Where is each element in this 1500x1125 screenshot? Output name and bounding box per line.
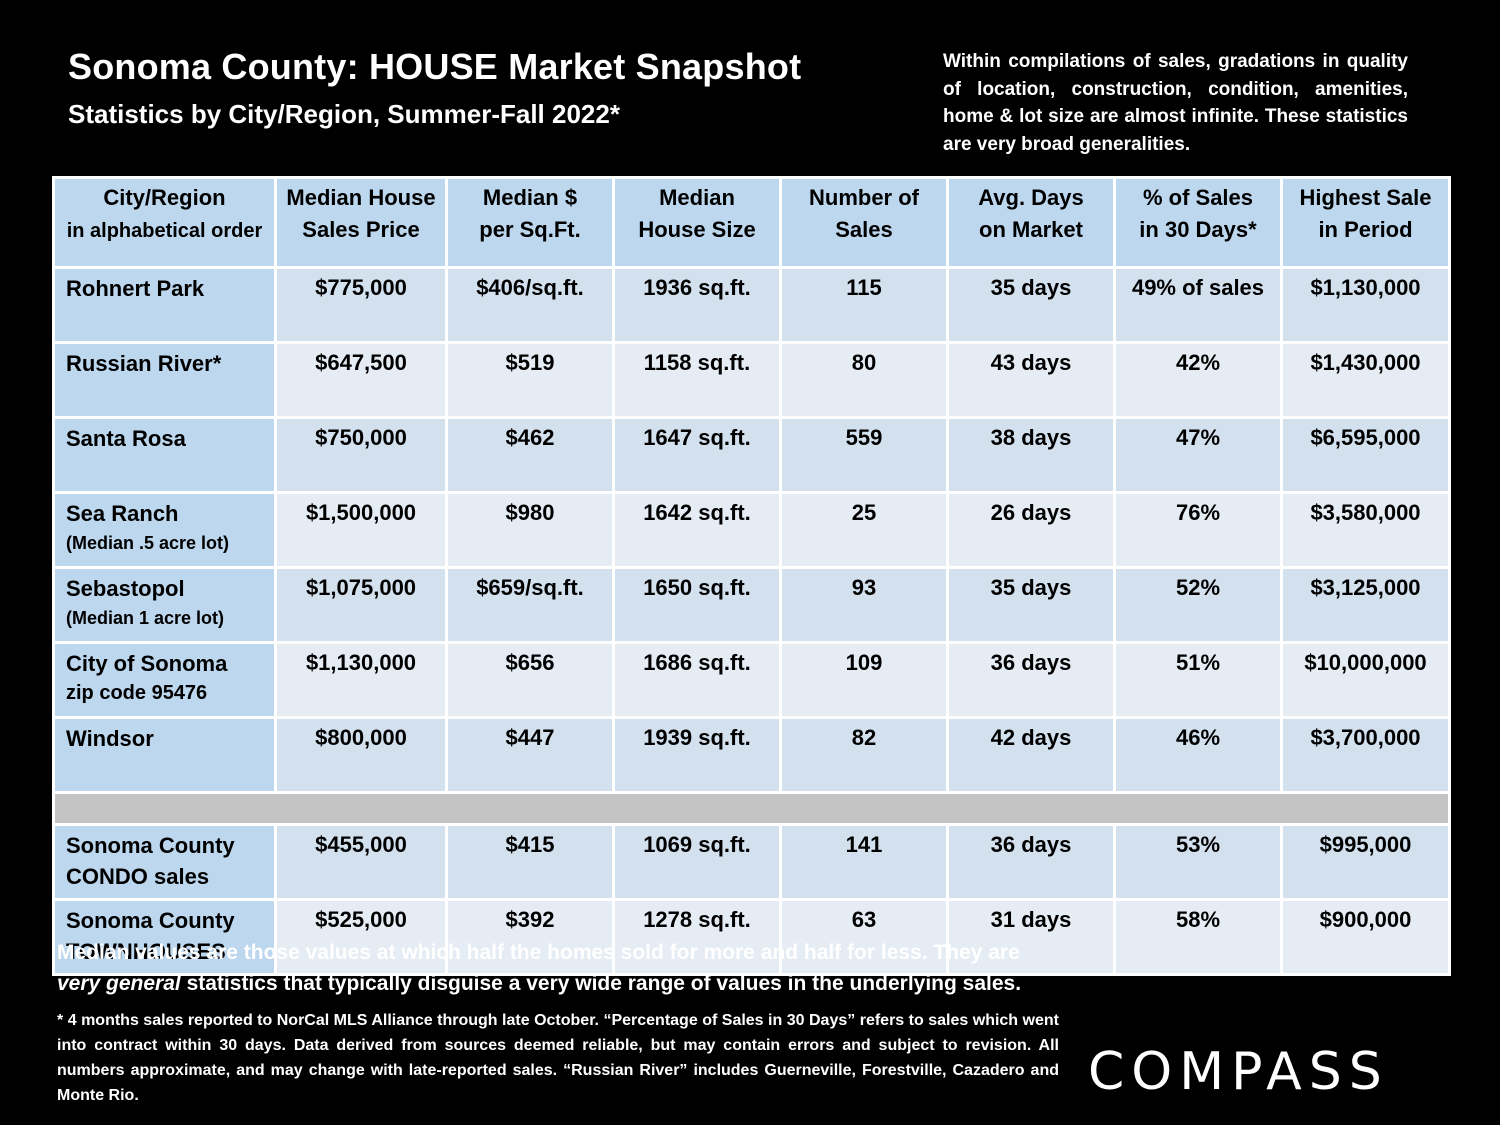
cell-price: $525,000 [274, 898, 448, 976]
market-stats-table: City/Region in alphabetical order Median … [52, 176, 1451, 976]
cell-high: $10,000,000 [1280, 641, 1451, 719]
cell-days: 38 days [946, 416, 1116, 494]
cell-size: 1939 sq.ft. [612, 716, 782, 794]
col-header-days-on-market: Avg. Days on Market [946, 176, 1116, 269]
cell-city: Rohnert Park [52, 266, 277, 344]
cell-sales: 25 [779, 491, 949, 569]
cell-sales: 109 [779, 641, 949, 719]
cell-sales: 115 [779, 266, 949, 344]
table-row: Windsor $800,000 $447 1939 sq.ft. 82 42 … [52, 716, 1451, 794]
cell-pct: 42% [1113, 341, 1283, 419]
cell-psf: $659/sq.ft. [445, 566, 615, 644]
table-header-row: City/Region in alphabetical order Median … [52, 176, 1451, 269]
cell-high: $995,000 [1280, 823, 1451, 901]
cell-high: $3,125,000 [1280, 566, 1451, 644]
cell-high: $1,430,000 [1280, 341, 1451, 419]
cell-city: Russian River* [52, 341, 277, 419]
cell-size: 1158 sq.ft. [612, 341, 782, 419]
cell-days: 36 days [946, 641, 1116, 719]
table-row: Rohnert Park $775,000 $406/sq.ft. 1936 s… [52, 266, 1451, 344]
cell-city: Windsor [52, 716, 277, 794]
cell-psf: $980 [445, 491, 615, 569]
cell-size: 1647 sq.ft. [612, 416, 782, 494]
cell-city: Sonoma County CONDO sales [52, 823, 277, 901]
cell-size: 1936 sq.ft. [612, 266, 782, 344]
col-header-house-size: Median House Size [612, 176, 782, 269]
cell-psf: $406/sq.ft. [445, 266, 615, 344]
cell-high: $3,700,000 [1280, 716, 1451, 794]
table-row: Sonoma County TOWNHOUSES $525,000 $392 12… [52, 898, 1451, 976]
cell-price: $455,000 [274, 823, 448, 901]
disclaimer-text: Within compilations of sales, gradations… [943, 51, 1408, 155]
divider-cell [52, 791, 1451, 826]
cell-city: Sebastopol (Median 1 acre lot) [52, 566, 277, 644]
cell-size: 1686 sq.ft. [612, 641, 782, 719]
fine-print: * 4 months sales reported to NorCal MLS … [57, 1012, 1059, 1104]
cell-psf: $447 [445, 716, 615, 794]
cell-sales: 80 [779, 341, 949, 419]
cell-city: Santa Rosa [52, 416, 277, 494]
cell-size: 1069 sq.ft. [612, 823, 782, 901]
page-title: Sonoma County: HOUSE Market Snapshot [68, 46, 802, 87]
cell-city: Sea Ranch (Median .5 acre lot) [52, 491, 277, 569]
cell-days: 36 days [946, 823, 1116, 901]
cell-days: 35 days [946, 566, 1116, 644]
cell-pct: 49% of sales [1113, 266, 1283, 344]
table-row: Sea Ranch (Median .5 acre lot) $1,500,000… [52, 491, 1451, 569]
cell-psf: $392 [445, 898, 615, 976]
cell-pct: 58% [1113, 898, 1283, 976]
cell-pct: 52% [1113, 566, 1283, 644]
cell-price: $775,000 [274, 266, 448, 344]
table-row: Russian River* $647,500 $519 1158 sq.ft.… [52, 341, 1451, 419]
cell-price: $647,500 [274, 341, 448, 419]
cell-psf: $462 [445, 416, 615, 494]
cell-pct: 76% [1113, 491, 1283, 569]
cell-price: $800,000 [274, 716, 448, 794]
cell-days: 26 days [946, 491, 1116, 569]
col-header-price-per-sqft: Median $ per Sq.Ft. [445, 176, 615, 269]
cell-sales: 82 [779, 716, 949, 794]
cell-city: Sonoma County TOWNHOUSES [52, 898, 277, 976]
cell-psf: $656 [445, 641, 615, 719]
cell-price: $1,500,000 [274, 491, 448, 569]
page-subtitle: Statistics by City/Region, Summer-Fall 2… [68, 99, 620, 129]
cell-days: 42 days [946, 716, 1116, 794]
cell-size: 1278 sq.ft. [612, 898, 782, 976]
col-header-pct-30-days: % of Sales in 30 Days* [1113, 176, 1283, 269]
cell-pct: 47% [1113, 416, 1283, 494]
cell-sales: 141 [779, 823, 949, 901]
table-divider-row [52, 791, 1451, 826]
median-note: Median values are those values at which … [57, 941, 1022, 995]
cell-price: $750,000 [274, 416, 448, 494]
cell-price: $1,075,000 [274, 566, 448, 644]
col-header-median-price: Median House Sales Price [274, 176, 448, 269]
col-header-highest-sale: Highest Sale in Period [1280, 176, 1451, 269]
cell-pct: 46% [1113, 716, 1283, 794]
cell-high: $3,580,000 [1280, 491, 1451, 569]
cell-size: 1642 sq.ft. [612, 491, 782, 569]
cell-days: 35 days [946, 266, 1116, 344]
table-row: Sonoma County CONDO sales $455,000 $415 1… [52, 823, 1451, 901]
col-header-number-of-sales: Number of Sales [779, 176, 949, 269]
col-header-city: City/Region in alphabetical order [52, 176, 277, 269]
table-row: Santa Rosa $750,000 $462 1647 sq.ft. 559… [52, 416, 1451, 494]
cell-days: 43 days [946, 341, 1116, 419]
cell-psf: $415 [445, 823, 615, 901]
cell-pct: 51% [1113, 641, 1283, 719]
table-row: Sebastopol (Median 1 acre lot) $1,075,000… [52, 566, 1451, 644]
cell-city: City of Sonoma zip code 95476 [52, 641, 277, 719]
table-row: City of Sonoma zip code 95476 $1,130,000 … [52, 641, 1451, 719]
cell-psf: $519 [445, 341, 615, 419]
cell-high: $900,000 [1280, 898, 1451, 976]
cell-high: $1,130,000 [1280, 266, 1451, 344]
cell-sales: 559 [779, 416, 949, 494]
cell-sales: 63 [779, 898, 949, 976]
cell-price: $1,130,000 [274, 641, 448, 719]
cell-sales: 93 [779, 566, 949, 644]
cell-pct: 53% [1113, 823, 1283, 901]
cell-size: 1650 sq.ft. [612, 566, 782, 644]
cell-days: 31 days [946, 898, 1116, 976]
cell-high: $6,595,000 [1280, 416, 1451, 494]
compass-logo: COMPASS [1088, 1042, 1389, 1102]
